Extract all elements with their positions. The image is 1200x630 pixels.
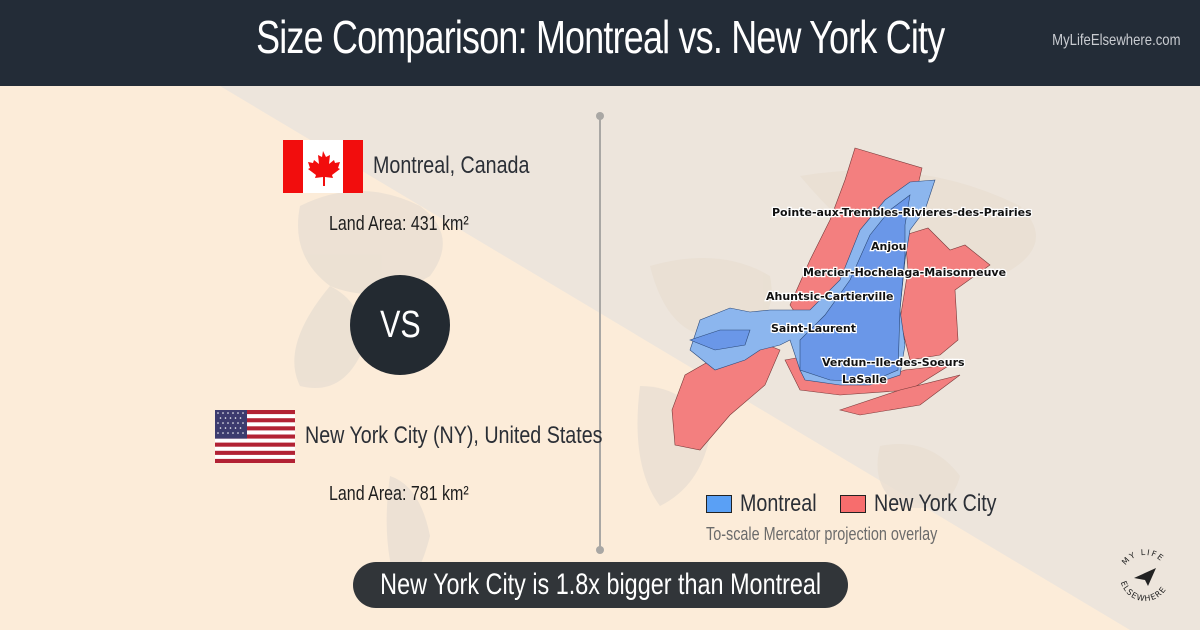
- svg-text:ELSEWHERE: ELSEWHERE: [1119, 580, 1168, 604]
- city2-name: New York City (NY), United States: [305, 422, 603, 449]
- legend-montreal: Montreal: [740, 490, 817, 517]
- city1-name: Montreal, Canada: [373, 152, 530, 179]
- site-link[interactable]: MyLifeElsewhere.com: [1051, 32, 1180, 49]
- map-label: LaSalle: [842, 373, 887, 386]
- vs-badge: VS: [350, 275, 450, 375]
- legend-caption: To-scale Mercator projection overlay: [706, 524, 938, 544]
- paper-plane-icon: [1134, 568, 1156, 586]
- comparison-banner: New York City is 1.8x bigger than Montre…: [353, 562, 848, 608]
- page-title: Size Comparison: Montreal vs. New York C…: [255, 11, 945, 63]
- map-label: Mercier-Hochelaga-Maisonneuve: [803, 266, 1006, 279]
- svg-text:MY LIFE: MY LIFE: [1120, 548, 1166, 567]
- usa-flag-icon: [215, 410, 295, 463]
- nyc-swatch: [840, 495, 866, 513]
- map-label: Ahuntsic-Cartierville: [766, 290, 893, 303]
- map-label: Anjou: [871, 240, 907, 253]
- city1-land-area: Land Area: 431 km²: [329, 213, 469, 235]
- center-divider: [599, 115, 601, 550]
- mylifeelsewhere-logo: MY LIFE ELSEWHERE: [1119, 548, 1168, 604]
- montreal-swatch: [706, 495, 732, 513]
- canada-flag-icon: [283, 140, 363, 193]
- montreal-shape: [689, 179, 936, 386]
- map-label: Verdun--Ile-des-Soeurs: [822, 356, 965, 369]
- map-label: Saint-Laurent: [771, 322, 856, 335]
- divider-dot-bottom: [596, 546, 604, 554]
- map-legend: Montreal New York City: [706, 490, 1023, 518]
- map-label: Pointe-aux-Trembles-Rivieres-des-Prairie…: [772, 206, 1032, 219]
- overlay-map: Pointe-aux-Trembles-Rivieres-des-Prairie…: [671, 147, 1033, 451]
- legend-nyc: New York City: [874, 490, 997, 517]
- divider-dot-top: [596, 112, 604, 120]
- city2-land-area: Land Area: 781 km²: [329, 483, 469, 505]
- header-bar: Size Comparison: Montreal vs. New York C…: [0, 0, 1200, 86]
